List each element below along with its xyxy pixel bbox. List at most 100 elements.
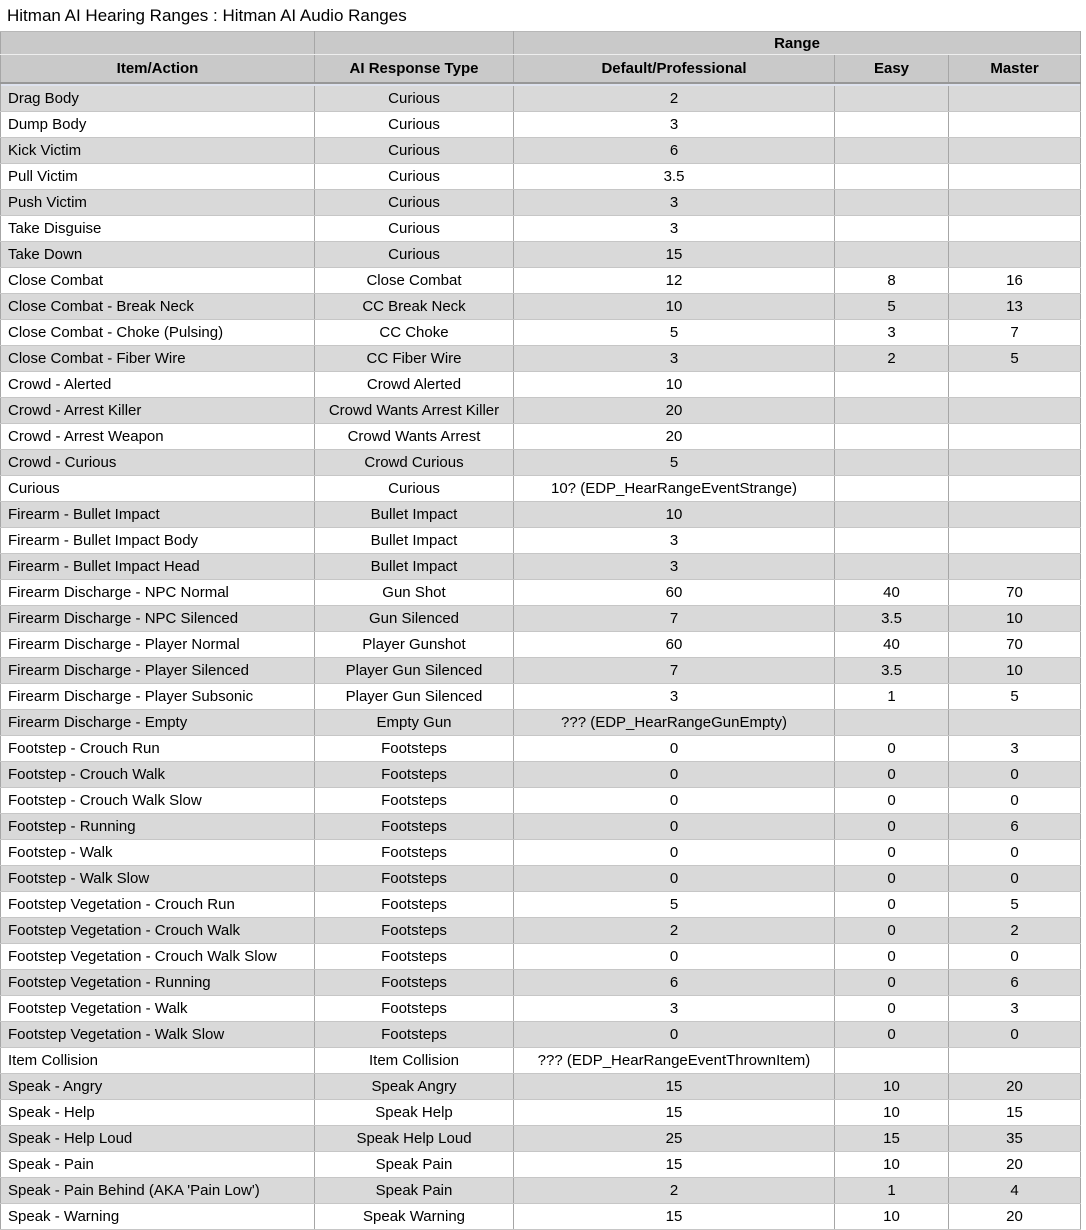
cell-ai-response-type: Curious: [314, 215, 514, 242]
cell-range-easy: [834, 449, 949, 476]
cell-item-action: Close Combat - Fiber Wire: [0, 345, 315, 372]
cell-ai-response-type: Footsteps: [314, 943, 514, 970]
cell-range-easy: 0: [834, 761, 949, 788]
cell-range-easy: [834, 137, 949, 164]
cell-item-action: Push Victim: [0, 189, 315, 216]
cell-range-default-professional: 3: [513, 995, 835, 1022]
cell-ai-response-type: Close Combat: [314, 267, 514, 294]
cell-range-master: 6: [947, 813, 1082, 840]
cell-range-easy: [834, 553, 949, 580]
table-body: Drag Body Curious 2 Dump Body Curious 3 Kick V…: [0, 85, 1082, 1230]
cell-range-easy: [834, 189, 949, 216]
cell-ai-response-type: Gun Silenced: [314, 605, 514, 632]
cell-item-action: Firearm - Bullet Impact Head: [0, 553, 315, 580]
column-header-default-professional: Default/Professional: [513, 54, 835, 84]
cell-range-default-professional: 12: [513, 267, 835, 294]
cell-range-master: [947, 85, 1082, 112]
cell-ai-response-type: Player Gun Silenced: [314, 657, 514, 684]
cell-item-action: Close Combat - Break Neck: [0, 293, 315, 320]
cell-range-easy: [834, 85, 949, 112]
cell-range-default-professional: 0: [513, 735, 835, 762]
cell-ai-response-type: CC Break Neck: [314, 293, 514, 320]
cell-item-action: Crowd - Alerted: [0, 371, 315, 398]
cell-ai-response-type: Player Gunshot: [314, 631, 514, 658]
table-row: Firearm Discharge - Player Subsonic Playe…: [0, 683, 1082, 710]
cell-item-action: Speak - Pain Behind (AKA 'Pain Low'): [0, 1177, 315, 1204]
table-row: Footstep Vegetation - Walk Footsteps 3 0 3: [0, 995, 1082, 1022]
cell-ai-response-type: Footsteps: [314, 1021, 514, 1048]
cell-range-easy: [834, 501, 949, 528]
cell-range-master: 20: [947, 1073, 1082, 1100]
cell-item-action: Footstep Vegetation - Crouch Walk Slow: [0, 943, 315, 970]
cell-item-action: Take Disguise: [0, 215, 315, 242]
cell-item-action: Speak - Warning: [0, 1203, 315, 1230]
cell-range-easy: 40: [834, 631, 949, 658]
cell-range-master: 10: [947, 605, 1082, 632]
cell-ai-response-type: Crowd Wants Arrest: [314, 423, 514, 450]
cell-range-default-professional: 2: [513, 85, 835, 112]
cell-range-easy: [834, 371, 949, 398]
cell-range-easy: 0: [834, 865, 949, 892]
column-header-range-group: Range: [512, 31, 1082, 55]
cell-ai-response-type: Footsteps: [314, 891, 514, 918]
cell-item-action: Footstep - Walk: [0, 839, 315, 866]
cell-range-easy: [834, 241, 949, 268]
table-row: Speak - Angry Speak Angry 15 10 20: [0, 1073, 1082, 1100]
cell-ai-response-type: Empty Gun: [314, 709, 514, 736]
cell-range-master: 3: [947, 995, 1082, 1022]
cell-range-default-professional: 3: [513, 553, 835, 580]
cell-range-default-professional: 15: [513, 241, 835, 268]
cell-ai-response-type: Footsteps: [314, 917, 514, 944]
cell-range-default-professional: 3: [513, 189, 835, 216]
cell-ai-response-type: Footsteps: [314, 969, 514, 996]
cell-range-master: [947, 163, 1082, 190]
cell-ai-response-type: CC Choke: [314, 319, 514, 346]
cell-range-default-professional: 25: [513, 1125, 835, 1152]
cell-ai-response-type: Crowd Curious: [314, 449, 514, 476]
cell-range-easy: 2: [834, 345, 949, 372]
table-row: Speak - Pain Behind (AKA 'Pain Low') Spea…: [0, 1177, 1082, 1204]
cell-range-easy: 10: [834, 1203, 949, 1230]
cell-range-default-professional: 10: [513, 501, 835, 528]
cell-item-action: Firearm Discharge - Player Subsonic: [0, 683, 315, 710]
table-row: Curious Curious 10? (EDP_HearRangeEventStr…: [0, 475, 1082, 502]
cell-range-default-professional: 0: [513, 787, 835, 814]
cell-range-default-professional: 10? (EDP_HearRangeEventStrange): [513, 475, 835, 502]
cell-range-default-professional: 3: [513, 683, 835, 710]
cell-item-action: Speak - Help: [0, 1099, 315, 1126]
cell-range-easy: 0: [834, 891, 949, 918]
cell-range-easy: 0: [834, 735, 949, 762]
cell-item-action: Kick Victim: [0, 137, 315, 164]
table-row: Crowd - Arrest Weapon Crowd Wants Arrest 2…: [0, 423, 1082, 450]
cell-ai-response-type: Curious: [314, 111, 514, 138]
cell-range-master: 15: [947, 1099, 1082, 1126]
cell-range-easy: 0: [834, 917, 949, 944]
cell-range-default-professional: 0: [513, 1021, 835, 1048]
cell-ai-response-type: Curious: [314, 85, 514, 112]
cell-range-master: [947, 111, 1082, 138]
column-header-master: Master: [947, 54, 1082, 84]
page-title: Hitman AI Hearing Ranges : Hitman AI Aud…: [7, 6, 407, 25]
cell-range-default-professional: 20: [513, 423, 835, 450]
cell-ai-response-type: Item Collision: [314, 1047, 514, 1074]
cell-range-master: 0: [947, 839, 1082, 866]
cell-range-master: 70: [947, 631, 1082, 658]
cell-item-action: Speak - Angry: [0, 1073, 315, 1100]
cell-range-master: 0: [947, 787, 1082, 814]
cell-range-master: 5: [947, 891, 1082, 918]
cell-range-easy: 0: [834, 839, 949, 866]
cell-item-action: Speak - Help Loud: [0, 1125, 315, 1152]
cell-range-master: 10: [947, 657, 1082, 684]
cell-ai-response-type: Footsteps: [314, 735, 514, 762]
cell-range-master: 5: [947, 345, 1082, 372]
table-row: Drag Body Curious 2: [0, 85, 1082, 112]
cell-range-easy: 3.5: [834, 657, 949, 684]
table-row: Take Disguise Curious 3: [0, 215, 1082, 242]
cell-range-master: [947, 423, 1082, 450]
cell-range-default-professional: 6: [513, 969, 835, 996]
cell-range-master: [947, 1047, 1082, 1074]
cell-range-master: [947, 397, 1082, 424]
cell-item-action: Curious: [0, 475, 315, 502]
cell-range-master: [947, 215, 1082, 242]
cell-range-master: 20: [947, 1203, 1082, 1230]
